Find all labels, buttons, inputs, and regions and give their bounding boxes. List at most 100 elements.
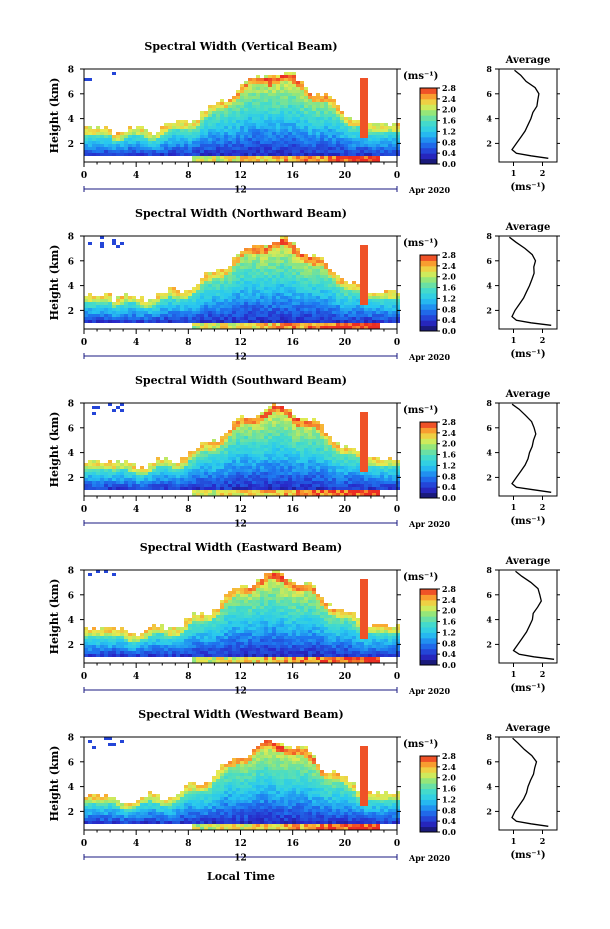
heatmap-cell [96, 311, 100, 314]
heatmap-cell [236, 102, 240, 105]
heatmap-cell [260, 126, 264, 129]
heatmap-cell [292, 469, 296, 472]
colorbar-segment [420, 487, 437, 494]
heatmap-cell [112, 150, 116, 153]
heatmap-cell [224, 114, 228, 117]
heatmap-cell [192, 323, 196, 326]
heatmap-cell [320, 436, 324, 439]
heatmap-cell [276, 126, 280, 129]
heatmap-cell [92, 129, 96, 132]
heatmap-cell [96, 150, 100, 153]
heatmap-cell [236, 93, 240, 96]
heatmap-cell [380, 141, 384, 144]
heatmap-cell [284, 132, 288, 135]
heatmap-cell [224, 439, 228, 442]
heatmap-cell [380, 123, 384, 126]
heatmap-cell [312, 108, 316, 111]
heatmap-cell [240, 430, 244, 433]
heatmap-cell [248, 266, 252, 269]
heatmap-cell [260, 412, 264, 415]
heatmap-cell [168, 487, 172, 490]
heatmap-cell [364, 111, 368, 114]
heatmap-cell [264, 490, 268, 493]
heatmap-cell [324, 448, 328, 451]
heatmap-cell [320, 281, 324, 284]
heatmap-cell [308, 263, 312, 266]
heatmap-cell [284, 141, 288, 144]
heatmap-cell [344, 490, 348, 493]
heatmap-cell [184, 621, 188, 624]
colorbar-segment [420, 260, 437, 267]
heatmap-cell [292, 93, 296, 96]
heatmap-cell [228, 612, 232, 615]
heatmap-cell [112, 630, 116, 633]
heatmap-cell [220, 627, 224, 630]
heatmap-cell [296, 156, 300, 159]
heatmap-cell [88, 317, 92, 320]
avg-profile-line [511, 403, 552, 493]
heatmap-cell [392, 481, 396, 484]
heatmap-cell [220, 606, 224, 609]
heatmap-cell [292, 114, 296, 117]
heatmap-cell [252, 478, 256, 481]
heatmap-cell [200, 445, 204, 448]
heatmap-cell [380, 302, 384, 305]
x-tick-label: 0 [81, 338, 87, 348]
heatmap-cell [276, 117, 280, 120]
heatmap-cell [220, 269, 224, 272]
heatmap-cell [104, 132, 108, 135]
heatmap-cell [84, 311, 88, 314]
heatmap-cell [268, 433, 272, 436]
heatmap-cell [88, 636, 92, 639]
heatmap-cell [276, 296, 280, 299]
heatmap-cell [356, 484, 360, 487]
heatmap-cell [184, 299, 188, 302]
heatmap-cell [320, 490, 324, 493]
heatmap-cell [264, 153, 268, 156]
heatmap-cell [264, 269, 268, 272]
heatmap-cell [140, 141, 144, 144]
heatmap-cell [276, 466, 280, 469]
heatmap-cell [160, 645, 164, 648]
heatmap-cell [192, 147, 196, 150]
heatmap-cell [312, 487, 316, 490]
heatmap-cell [208, 660, 212, 663]
heatmap-cell [236, 305, 240, 308]
heatmap-cell [260, 108, 264, 111]
heatmap-cell [204, 132, 208, 135]
heatmap-cell [240, 159, 244, 162]
heatmap-cell [308, 266, 312, 269]
heatmap-cell [188, 320, 192, 323]
heatmap-cell [104, 463, 108, 466]
heatmap-cell [84, 317, 88, 320]
heatmap-cell [264, 93, 268, 96]
heatmap-cell [332, 99, 336, 102]
heatmap-cell [84, 153, 88, 156]
heatmap-cell [300, 290, 304, 293]
heatmap-cell [264, 87, 268, 90]
heatmap-cell [212, 117, 216, 120]
heatmap-cell [228, 457, 232, 460]
heatmap-cell [248, 439, 252, 442]
heatmap-cell [160, 478, 164, 481]
heatmap-cell [268, 466, 272, 469]
colorbar-frame [419, 421, 438, 499]
heatmap-cell [228, 302, 232, 305]
heatmap-cell [248, 424, 252, 427]
heatmap-cell [236, 105, 240, 108]
heatmap-cell [256, 299, 260, 302]
heatmap-cell [200, 284, 204, 287]
heatmap-cell [260, 436, 264, 439]
heatmap-cell [184, 123, 188, 126]
heatmap-cell [196, 615, 200, 618]
heatmap-cell [264, 141, 268, 144]
heatmap-cell [96, 633, 100, 636]
heatmap-cell [200, 144, 204, 147]
heatmap-cell [220, 493, 224, 496]
avg-y-tick-label: 2 [486, 138, 492, 148]
heatmap-cell [232, 654, 236, 657]
heatmap-cell [312, 117, 316, 120]
heatmap-cell [92, 412, 96, 415]
heatmap-cell [280, 311, 284, 314]
heatmap-cell [336, 287, 340, 290]
